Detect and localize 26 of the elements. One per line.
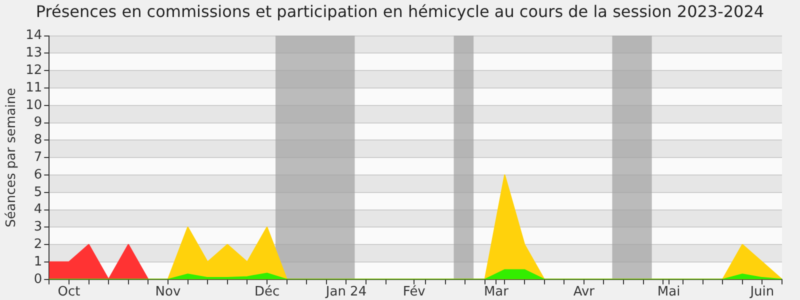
y-tick-label: 2 xyxy=(34,236,42,252)
y-tick-label: 0 xyxy=(34,272,42,287)
y-tick-label: 14 xyxy=(26,28,42,44)
x-tick-label: Juin xyxy=(749,284,774,300)
y-tick-label: 5 xyxy=(34,184,42,200)
y-tick-label: 12 xyxy=(26,62,42,78)
y-tick-label: 8 xyxy=(34,132,42,148)
x-tick-label: Jan 24 xyxy=(324,284,367,300)
y-tick-label: 4 xyxy=(34,202,42,218)
x-tick-label: Nov xyxy=(155,284,181,300)
y-tick-label: 6 xyxy=(34,167,42,182)
x-tick-label: Oct xyxy=(58,284,80,300)
y-axis-title: Séances par semaine xyxy=(4,88,20,228)
y-tick-label: 3 xyxy=(34,220,42,235)
x-tick-label: Avr xyxy=(573,284,596,300)
y-tick-label: 10 xyxy=(26,98,42,113)
y-tick-label: 1 xyxy=(34,254,42,270)
x-tick-label: Déc xyxy=(254,284,280,300)
y-tick-label: 13 xyxy=(26,46,42,61)
x-tick-label: Mar xyxy=(484,284,510,300)
y-tick-label: 9 xyxy=(34,115,42,130)
x-tick-label: Fév xyxy=(402,284,426,300)
y-tick-label: 7 xyxy=(34,150,42,165)
x-tick-label: Mai xyxy=(657,284,680,300)
chart-title: Présences en commissions et participation en hémicycle au cours de la session 2023-2024 xyxy=(34,2,766,21)
y-tick-label: 11 xyxy=(26,80,42,96)
